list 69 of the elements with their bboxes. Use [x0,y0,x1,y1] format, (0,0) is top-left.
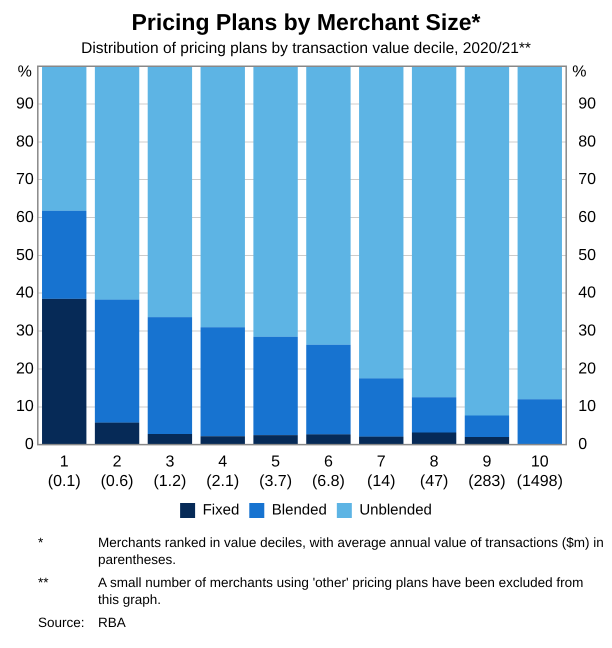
x-tick-label: 4 (2.1) [206,454,240,490]
bar [200,66,245,328]
y-tick-label: 70 [16,171,34,188]
bar [148,66,192,318]
x-tick-label: 2 (0.6) [100,454,134,490]
bar [94,300,140,423]
bar [200,436,245,444]
y2-tick-label: 20 [578,360,596,378]
bar [42,210,86,299]
y-tick-label: 0 [24,436,34,454]
bar [253,336,298,436]
y-axis-title: % [18,64,32,81]
y2-tick-label: 70 [578,171,596,188]
y-tick-label: 50 [16,246,34,264]
source-note: Source: RBA [38,614,126,631]
bar [412,432,456,444]
bar [42,66,86,211]
bar [253,66,298,337]
x-tick-label: 8 (47) [420,454,448,490]
bar [464,437,510,444]
x-tick-label: 5 (3.7) [259,454,292,490]
y2-tick-label: 90 [578,95,596,112]
bar [42,298,86,444]
bar [148,317,192,434]
x-tick-label: 6 (6.8) [312,454,345,490]
bar [518,399,562,444]
bar [359,436,404,444]
bar [359,378,404,437]
legend-label: Fixed [202,502,240,519]
bar [306,66,351,345]
y2-tick-label: 0 [578,436,588,454]
y-tick-label: 10 [16,398,34,416]
y-tick-label: 20 [16,360,34,378]
y-tick-label: 90 [16,95,34,112]
bar [306,434,351,444]
bar [412,397,456,432]
y2-tick-label: 80 [578,133,596,150]
x-tick-label: 7 (14) [367,454,396,490]
chart-title: Pricing Plans by Merchant Size* [132,9,481,36]
bar [200,327,245,436]
y2-tick-label: 30 [578,322,596,340]
bar [518,66,562,400]
y2-tick-label: 40 [578,284,596,302]
bar [359,66,404,378]
y2-tick-label: 60 [578,208,596,226]
y2-tick-label: 50 [578,246,596,264]
bar [464,66,510,416]
bar [148,434,192,444]
bar [464,415,510,438]
legend-label: Blended [272,502,327,519]
y-tick-label: 60 [16,208,34,226]
y-tick-label: 40 [16,284,34,302]
bar [412,66,456,398]
x-tick-label: 1 (0.1) [48,454,81,490]
text: ** A small number of merchants using 'other' pricing plans have been excluded from this graph. [38,575,584,607]
y2-tick-label: 10 [578,398,596,416]
bar [253,435,298,444]
legend-label: Unblended [359,502,432,519]
text: * Merchants ranked in value deciles, with average annual value of transactions ($m) in parentheses. [38,535,604,567]
bar [306,344,351,434]
y2-axis-title: % [572,64,586,81]
y-tick-label: 30 [16,322,34,340]
bar [94,422,140,444]
chart-subtitle: Distribution of pricing plans by transaction value decile, 2020/21** [81,40,531,58]
x-tick-label: 9 (283) [468,454,506,490]
x-tick-label: 3 (1.2) [153,454,186,490]
y-tick-label: 80 [16,133,34,150]
x-tick-label: 10 (1498) [516,454,563,490]
bar [94,66,140,300]
